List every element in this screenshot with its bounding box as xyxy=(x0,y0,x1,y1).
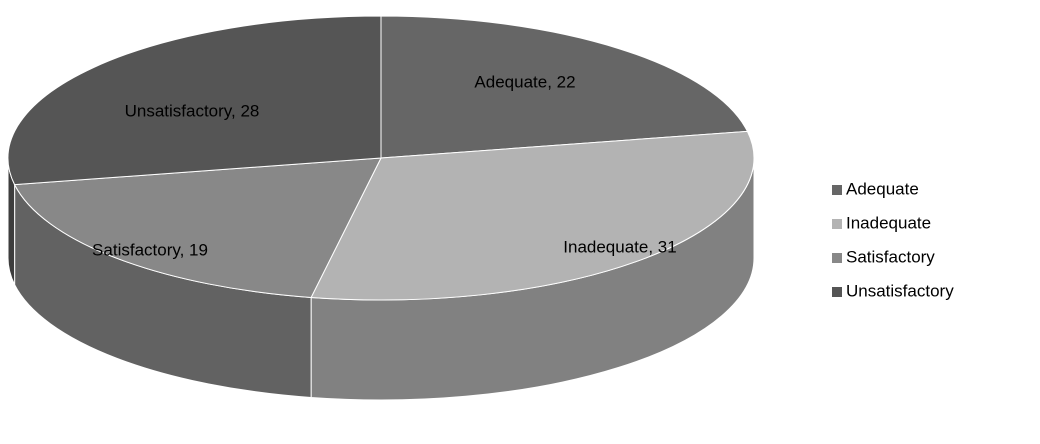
legend-swatch xyxy=(832,253,842,263)
legend-label: Unsatisfactory xyxy=(846,281,954,300)
data-label: Adequate, 22 xyxy=(474,72,575,91)
pie-slice xyxy=(380,15,749,159)
legend-swatch xyxy=(832,219,842,229)
pie-slice xyxy=(7,15,382,186)
data-label: Satisfactory, 19 xyxy=(92,240,208,259)
data-label: Unsatisfactory, 28 xyxy=(125,101,260,120)
legend-swatch xyxy=(832,185,842,195)
pie-slice xyxy=(310,130,755,301)
pie-slice xyxy=(13,157,382,299)
legend-label: Adequate xyxy=(846,179,919,198)
legend-label: Inadequate xyxy=(846,213,931,232)
legend-swatch xyxy=(832,287,842,297)
legend-label: Satisfactory xyxy=(846,247,935,266)
data-label: Inadequate, 31 xyxy=(563,237,676,256)
